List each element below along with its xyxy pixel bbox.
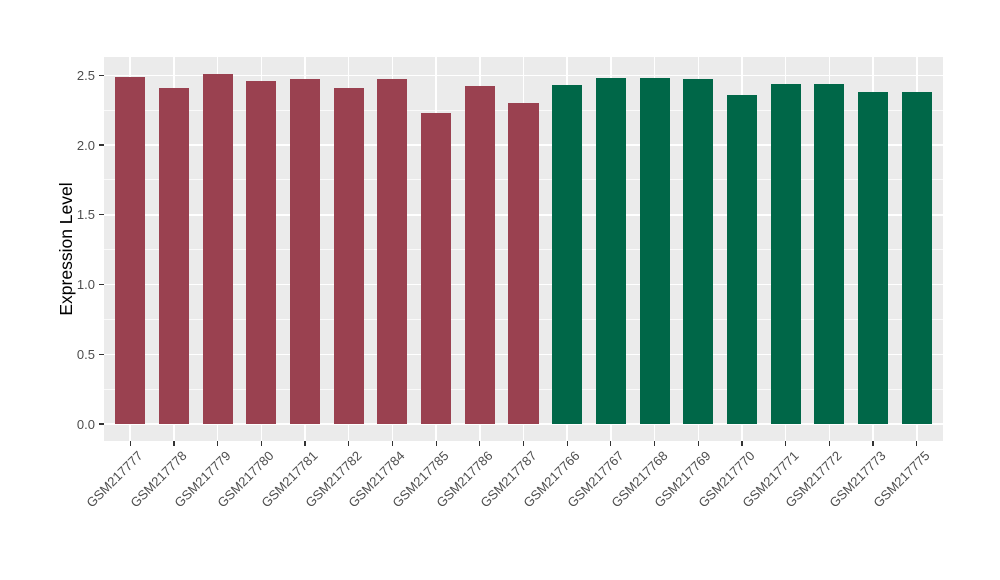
bar [683,79,714,424]
bar [246,80,277,424]
y-axis-tick-label: 1.0 [76,277,95,292]
bar [115,76,146,424]
x-axis-tick [348,441,350,446]
x-axis-tick [785,441,787,446]
x-axis-tick [566,441,568,446]
bar [595,78,626,424]
y-axis-tick [99,283,104,286]
y-axis-tick-label: 2.5 [76,67,95,83]
bar [639,78,670,424]
x-axis-tick [260,441,262,446]
bar [202,73,233,424]
bar [901,91,932,424]
x-axis-tick [391,441,393,446]
bar [289,79,321,424]
x-axis-tick [828,441,830,446]
bar [464,86,495,424]
bar [377,79,408,424]
x-axis-tick [610,441,612,446]
y-axis-tick-label: 0.5 [76,346,95,362]
bar [158,87,189,424]
plot-panel [104,57,943,441]
x-axis-tick [697,441,699,446]
y-axis-tick [99,353,104,355]
x-axis-tick [653,441,656,446]
bar [552,85,583,424]
x-axis-tick [304,441,306,446]
y-axis-tick [99,214,104,216]
y-axis-tick [99,423,104,425]
y-axis-tick [99,74,104,76]
x-axis-tick [872,441,874,446]
bar [421,112,452,424]
x-axis-tick [173,441,175,446]
x-axis-tick [435,441,437,446]
y-axis-tick [99,144,104,146]
y-axis-title: Expression Level [56,182,76,316]
x-axis-tick [217,441,219,446]
bar [726,94,758,424]
bar [333,87,364,424]
y-axis-tick-label: 0.0 [76,416,95,432]
bar [858,91,889,424]
x-axis-tick [741,441,743,446]
bar [814,83,845,424]
x-axis-tick [479,441,481,446]
x-axis-tick [129,441,131,446]
y-axis-tick-label: 2.0 [76,137,95,153]
y-axis-tick-label: 1.5 [76,207,95,223]
x-axis-tick [522,441,525,446]
bar [770,83,801,424]
x-axis-tick [916,441,918,446]
bar [508,103,539,424]
